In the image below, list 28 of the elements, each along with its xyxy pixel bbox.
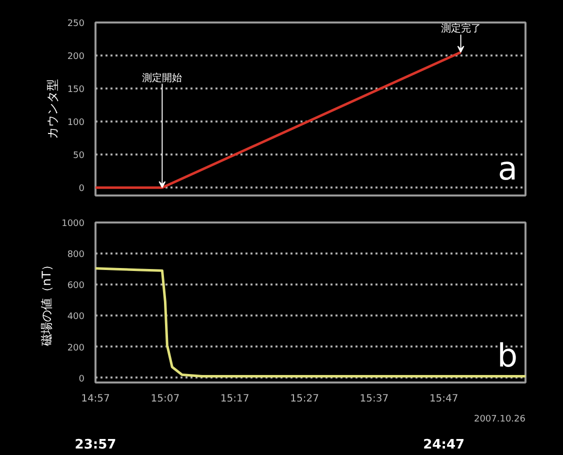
y-tick-label: 400 xyxy=(67,312,85,322)
text: 2007.10.26 xyxy=(474,414,526,424)
x-tick-label: 15:27 xyxy=(290,394,319,404)
annotation: a xyxy=(498,150,518,188)
y-tick-label: 200 xyxy=(67,52,85,62)
y-tick-label: 800 xyxy=(67,250,85,260)
line-series xyxy=(96,267,526,378)
x-tick-label: 15:47 xyxy=(429,394,458,404)
text: 23:57 xyxy=(74,438,116,452)
y-tick-label: 0 xyxy=(78,374,85,384)
y-tick-label: 600 xyxy=(67,281,85,292)
x-tick-label: 15:37 xyxy=(360,394,389,404)
y-tick-label: 50 xyxy=(73,151,85,162)
y-axis-title: 磁場の値（nT） xyxy=(40,259,54,347)
annotation: b xyxy=(497,336,518,374)
y-axis-title: カウンタ型 xyxy=(45,79,60,139)
y-tick-label: 150 xyxy=(67,85,85,96)
y-tick-label: 250 xyxy=(67,19,85,29)
x-tick-label: 14:57 xyxy=(81,394,110,404)
y-tick-label: 0 xyxy=(78,184,85,194)
y-tick-label: 100 xyxy=(67,118,85,128)
y-tick-label: 1000 xyxy=(62,219,85,229)
annotation: 測定開始 xyxy=(142,72,182,84)
x-tick-label: 15:07 xyxy=(150,394,180,404)
text: 24:47 xyxy=(423,438,465,452)
annotation: 測定完了 xyxy=(440,22,481,35)
y-tick-label: 200 xyxy=(67,343,85,354)
x-tick-label: 15:17 xyxy=(220,394,250,404)
